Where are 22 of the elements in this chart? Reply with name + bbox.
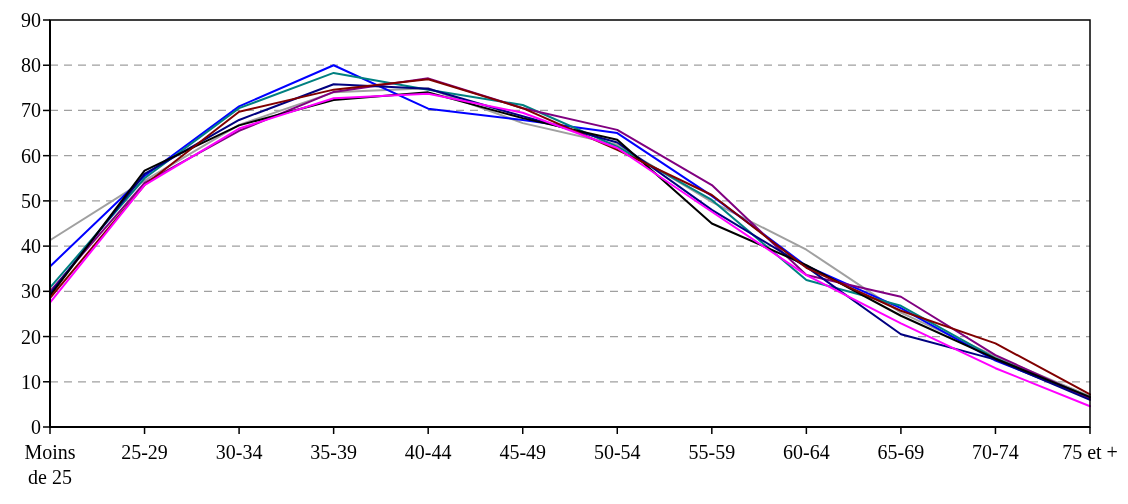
x-tick-label: 65-69 [877,441,925,463]
y-tick-label: 20 [21,325,41,348]
y-tick-label: 70 [21,99,41,122]
y-tick-label: 0 [31,416,41,438]
x-tick-label: 30-34 [215,441,263,463]
x-tick-label: 60-64 [783,441,830,463]
x-tick-label: 35-39 [310,441,357,463]
x-tick-label: 40-44 [404,441,452,463]
x-tick-label: 25-29 [121,441,168,463]
x-tick-label: 50-54 [593,441,641,463]
x-tick-label: 45-49 [499,441,547,463]
x-tick-label: 55-59 [688,441,736,463]
y-tick-label: 50 [21,189,41,212]
y-tick-label: 40 [21,235,41,258]
y-tick-label: 30 [21,280,41,303]
x-tick-label: Moins de 25 [24,441,76,488]
y-tick-label: 90 [21,9,41,31]
y-tick-label: 80 [21,54,41,77]
y-tick-label: 60 [21,144,41,167]
x-tick-label: 70-74 [972,441,1019,463]
x-tick-label: 75 et + [1062,441,1118,463]
y-tick-label: 10 [21,370,41,393]
